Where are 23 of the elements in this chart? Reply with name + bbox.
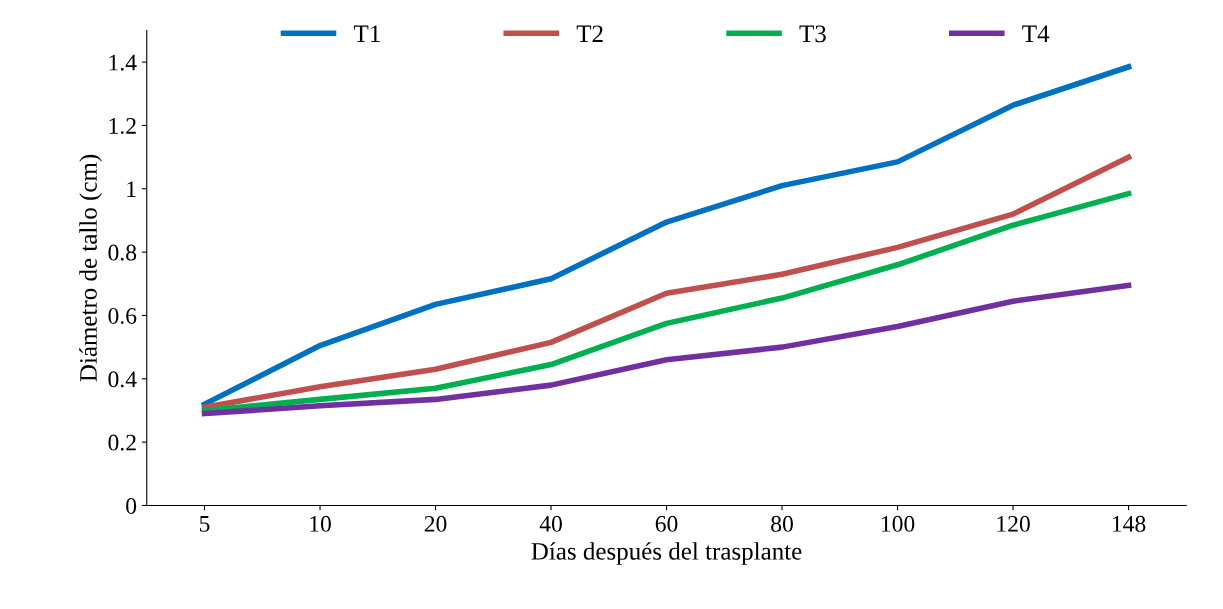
y-tick-label: 1 xyxy=(127,181,136,197)
x-tick-label: 148 xyxy=(1112,515,1146,532)
legend-label: T2 xyxy=(576,25,603,42)
y-tick-label: 1.2 xyxy=(109,118,136,134)
x-tick-label: 40 xyxy=(539,515,562,532)
x-tick-label: 60 xyxy=(655,515,678,532)
y-tick-label: 0 xyxy=(126,497,137,514)
y-tick-label: 0.8 xyxy=(108,244,137,261)
y-tick-label: 0.6 xyxy=(108,307,137,324)
x-tick-label: 100 xyxy=(881,515,915,532)
legend-label: T3 xyxy=(799,25,826,43)
legend-label: T4 xyxy=(1022,25,1050,42)
legend-label: T1 xyxy=(353,25,380,42)
y-axis-title: Diámetro de tallo (cm) xyxy=(79,154,102,382)
x-axis-title: Días después del trasplante xyxy=(531,542,802,565)
y-tick-label: 0.4 xyxy=(108,371,137,388)
x-tick-label: 10 xyxy=(310,515,331,532)
x-tick-label: 80 xyxy=(771,515,793,532)
x-tick-label: 20 xyxy=(424,515,447,532)
x-tick-label: 120 xyxy=(997,515,1030,532)
x-tick-label: 5 xyxy=(199,516,210,532)
y-tick-label: 1.4 xyxy=(109,54,137,71)
y-tick-label: 0.2 xyxy=(108,434,136,451)
